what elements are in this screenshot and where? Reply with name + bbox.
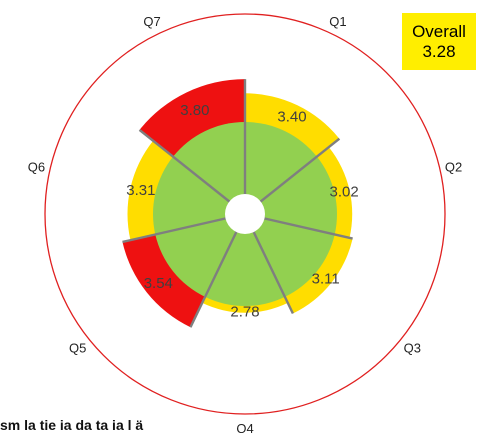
baseline-q6 [153,156,245,235]
center-hole [225,194,265,234]
value-label-q2: 3.02 [329,183,358,200]
baseline-q3 [245,214,335,297]
baseline-q7 [173,122,245,214]
axis-label-q7: Q7 [143,14,160,29]
value-labels: 3.40 3.02 3.11 2.78 3.54 3.31 3.80 [126,102,358,320]
value-label-q3: 3.11 [312,270,340,287]
overall-label: Overall [412,21,466,41]
value-label-q1: 3.40 [277,108,306,125]
axis-label-q1: Q1 [329,14,346,29]
baseline-q1 [245,122,317,214]
baseline-q2 [245,156,337,235]
value-label-q4: 2.78 [230,303,259,320]
overall-value: 3.28 [422,41,456,61]
baseline-ring [153,122,337,307]
outer-ring [44,13,446,415]
divider-line [138,128,246,215]
divider-line [244,137,341,215]
divider-line [122,212,246,244]
axis-label-q2: Q2 [445,159,462,174]
axis-label-q4: Q4 [236,421,253,433]
overall-score-badge: Overall 3.28 [402,13,476,70]
axis-label-q6: Q6 [28,159,45,174]
axis-labels: Q1 Q2 Q3 Q4 Q5 Q6 Q7 [28,14,463,433]
axis-label-q5: Q5 [69,340,86,355]
axis-label-q3: Q3 [404,340,421,355]
value-label-q6: 3.31 [126,182,155,199]
value-label-q5: 3.54 [144,275,173,292]
baseline-q5 [155,214,245,297]
baseline-q4 [205,214,285,307]
value-label-q7: 3.80 [180,102,209,119]
divider-line [189,213,247,328]
footer-text: sm la tie ia da ta ia l ä [0,417,144,433]
